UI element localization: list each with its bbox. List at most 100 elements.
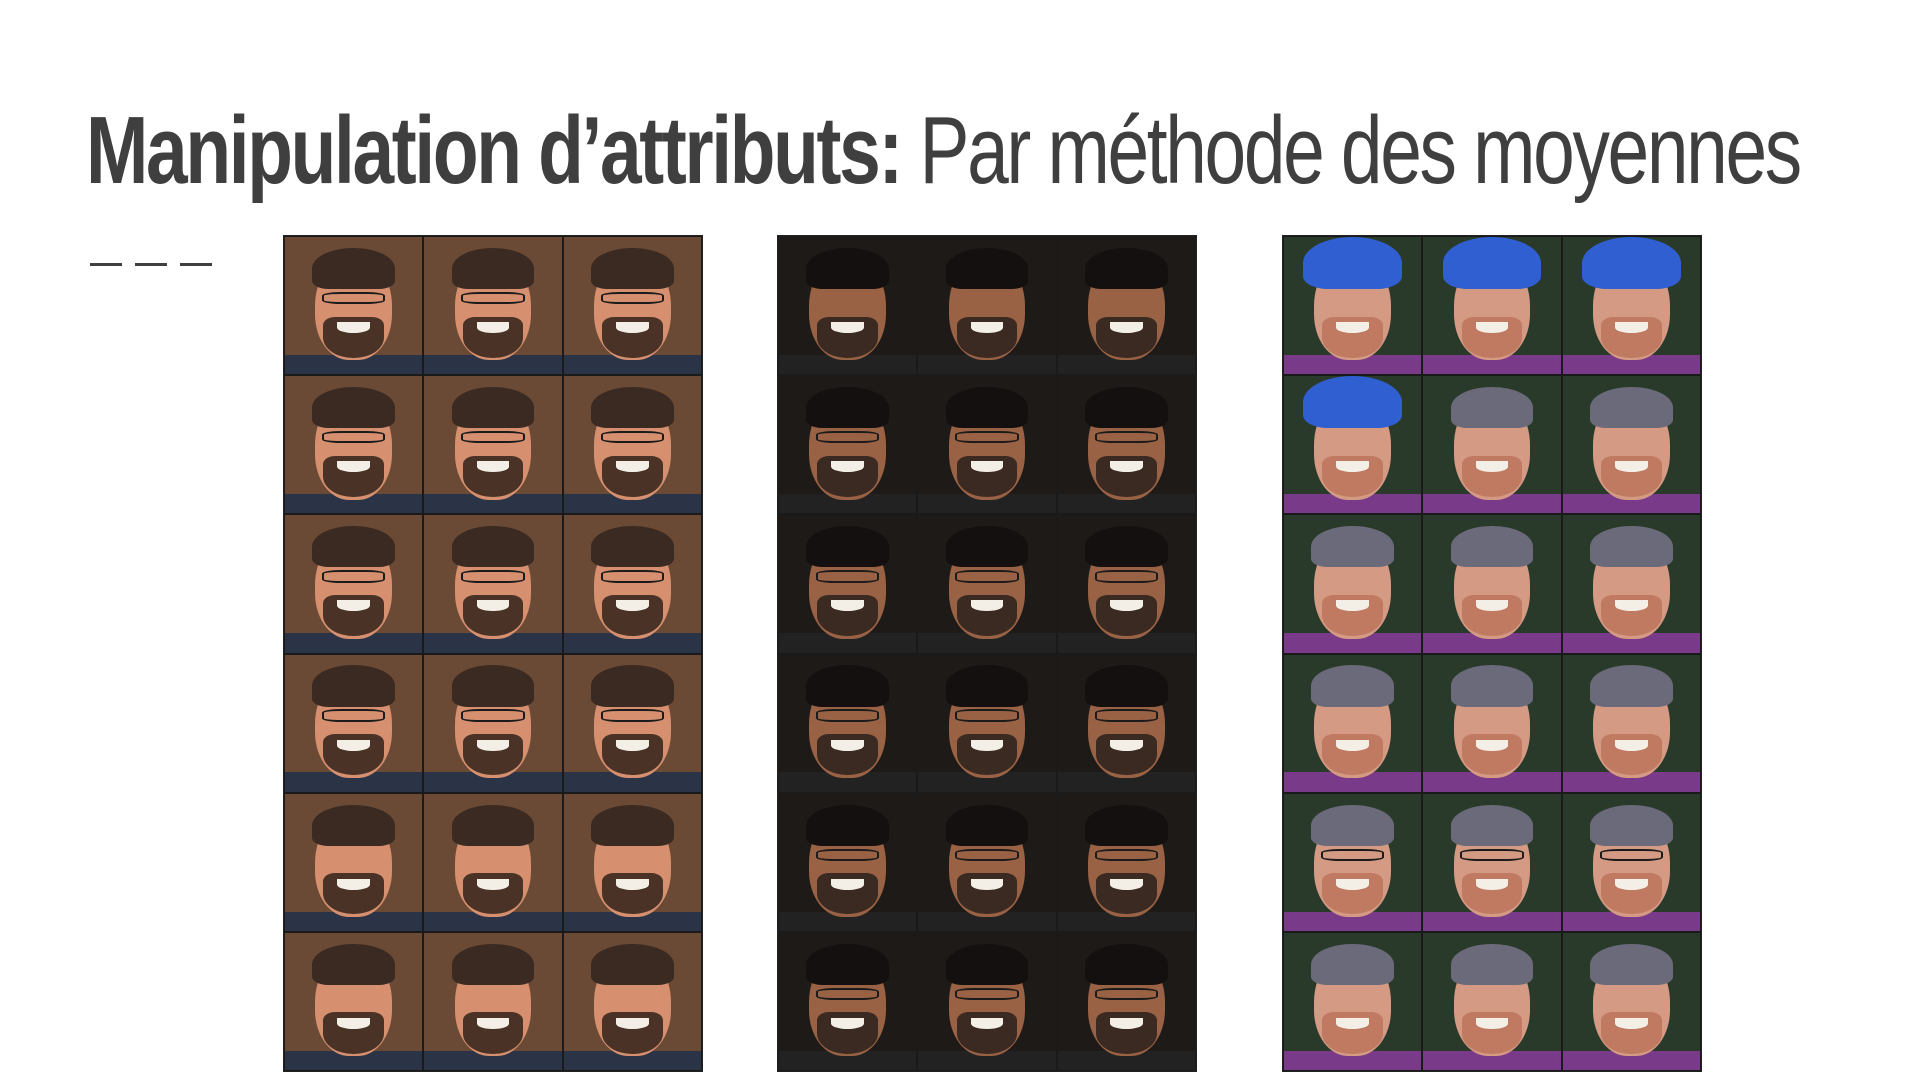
- face-thumbnail: [917, 514, 1057, 654]
- torso: [424, 1050, 562, 1070]
- helmet: [1581, 237, 1681, 290]
- face-thumbnail: [1283, 931, 1423, 1071]
- face-thumbnail: [778, 375, 918, 515]
- smile: [1109, 1017, 1143, 1029]
- torso: [424, 633, 562, 653]
- smile: [1336, 600, 1370, 612]
- hair: [1590, 943, 1673, 985]
- smile: [476, 739, 510, 751]
- smile: [615, 739, 649, 751]
- torso: [1284, 354, 1422, 375]
- underline-dash: [180, 263, 212, 266]
- face-thumbnail: [917, 653, 1057, 793]
- face-thumbnail: [562, 792, 702, 932]
- smile: [1336, 739, 1370, 751]
- torso: [1562, 633, 1700, 653]
- face-thumbnail: [1056, 931, 1196, 1071]
- smile: [1614, 1017, 1648, 1029]
- face-thumbnail: [562, 236, 702, 376]
- torso: [1423, 1050, 1561, 1070]
- torso: [1057, 1050, 1195, 1070]
- face-thumbnail: [1422, 792, 1562, 932]
- torso: [918, 772, 1056, 792]
- glasses: [955, 987, 1019, 1001]
- face-thumbnail: [284, 514, 424, 654]
- torso: [779, 354, 917, 375]
- torso: [1562, 1050, 1700, 1070]
- glasses: [322, 570, 386, 583]
- torso: [1423, 633, 1561, 653]
- smile: [831, 600, 865, 612]
- face-thumbnail: [778, 792, 918, 932]
- face-thumbnail: [917, 375, 1057, 515]
- hair: [1085, 804, 1168, 846]
- face-thumbnail: [917, 792, 1057, 932]
- smile: [1336, 1017, 1370, 1029]
- face-thumbnail: [1561, 514, 1701, 654]
- hair: [1085, 526, 1168, 568]
- hair: [945, 526, 1029, 568]
- hair: [1085, 665, 1168, 707]
- face-thumbnail: [1561, 375, 1701, 515]
- face-thumbnail: [1561, 792, 1701, 932]
- torso: [779, 1050, 917, 1070]
- face-thumbnail: [423, 653, 563, 793]
- torso: [285, 633, 423, 653]
- smile: [831, 878, 865, 890]
- hair: [591, 665, 674, 707]
- face-thumbnail: [1056, 236, 1196, 376]
- face-thumbnail: [1283, 514, 1423, 654]
- helmet: [1303, 237, 1403, 290]
- hair: [312, 665, 395, 707]
- helmet: [1442, 237, 1542, 290]
- smile: [337, 739, 371, 751]
- hair: [1085, 943, 1168, 985]
- face-thumbnail: [917, 931, 1057, 1071]
- smile: [337, 322, 371, 333]
- face-grid-3: [1282, 235, 1702, 1072]
- hair: [451, 387, 535, 429]
- smile: [831, 1017, 865, 1029]
- hair: [806, 943, 889, 985]
- hair: [591, 526, 674, 568]
- glasses: [461, 431, 525, 444]
- torso: [1423, 911, 1561, 931]
- face-thumbnail: [1283, 236, 1423, 376]
- smile: [1475, 739, 1509, 751]
- torso: [563, 772, 701, 792]
- face-grid-2: [777, 235, 1197, 1072]
- hair: [451, 526, 535, 568]
- hair: [1450, 526, 1534, 568]
- glasses: [1094, 848, 1158, 861]
- face-thumbnail: [562, 375, 702, 515]
- underline-dash: [90, 263, 122, 266]
- face-thumbnail: [778, 514, 918, 654]
- hair: [1590, 665, 1673, 707]
- face-thumbnail: [423, 931, 563, 1071]
- smile: [1336, 322, 1370, 333]
- smile: [831, 322, 865, 333]
- smile: [1109, 461, 1143, 473]
- torso: [1057, 772, 1195, 792]
- torso: [1562, 354, 1700, 375]
- face-thumbnail: [1056, 792, 1196, 932]
- torso: [1284, 911, 1422, 931]
- torso: [424, 911, 562, 931]
- glasses: [955, 431, 1019, 444]
- hair: [451, 943, 535, 985]
- face-thumbnail: [1422, 514, 1562, 654]
- face-thumbnail: [284, 653, 424, 793]
- hair: [1450, 943, 1534, 985]
- smile: [970, 600, 1004, 612]
- smile: [970, 461, 1004, 473]
- smile: [1475, 461, 1509, 473]
- smile: [970, 739, 1004, 751]
- face-thumbnail: [562, 653, 702, 793]
- smile: [615, 600, 649, 612]
- face-thumbnail: [1283, 375, 1423, 515]
- face-thumbnail: [284, 375, 424, 515]
- glasses: [816, 848, 880, 861]
- slide-title-light: Par méthode des moyennes: [901, 97, 1802, 204]
- torso: [918, 911, 1056, 931]
